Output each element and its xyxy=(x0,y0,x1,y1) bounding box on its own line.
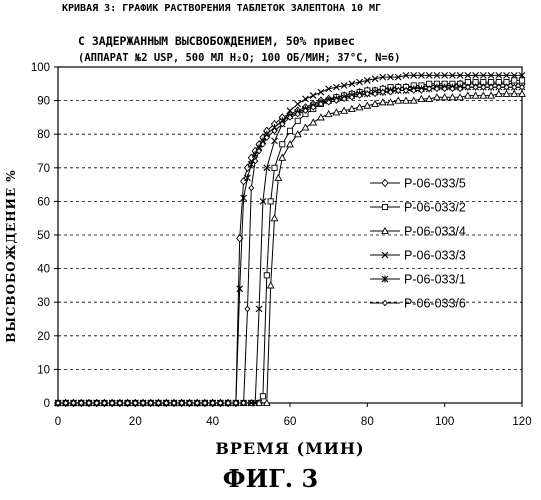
y-tick-label: 40 xyxy=(37,264,50,276)
y-tick-label: 80 xyxy=(37,129,50,141)
series-line xyxy=(58,87,522,403)
legend-item: P-06-033/2 xyxy=(370,201,466,215)
data-point xyxy=(302,96,308,102)
chart-legend: P-06-033/5 P-06-033/2 P-06-033/4 P-06-033/3… xyxy=(370,177,466,311)
data-point xyxy=(302,124,308,130)
data-point xyxy=(245,306,250,311)
data-point xyxy=(310,93,316,99)
data-point xyxy=(275,175,281,181)
data-point xyxy=(519,78,524,83)
series-4 xyxy=(55,72,525,406)
legend-item: P-06-033/5 xyxy=(370,177,466,191)
data-point xyxy=(241,178,247,185)
legend-marker xyxy=(383,300,388,305)
y-tick-label: 100 xyxy=(31,62,50,74)
data-point xyxy=(272,138,278,144)
data-point xyxy=(287,128,292,133)
x-tick-label: 60 xyxy=(284,416,297,428)
y-tick-label: 10 xyxy=(37,364,50,376)
data-point xyxy=(267,282,273,288)
y-tick-label: 90 xyxy=(37,96,50,108)
x-tick-label: 100 xyxy=(435,416,454,428)
series-line xyxy=(58,75,522,403)
legend-item: P-06-033/1 xyxy=(370,273,466,287)
x-tick-label: 80 xyxy=(361,416,374,428)
y-tick-label: 50 xyxy=(37,230,50,242)
legend-label: P-06-033/6 xyxy=(404,297,466,311)
x-axis-label: ВРЕМЯ (МИН) xyxy=(215,439,364,458)
data-point xyxy=(279,155,285,161)
legend-item: P-06-033/4 xyxy=(370,225,466,239)
data-point xyxy=(280,142,285,147)
legend-label: P-06-033/1 xyxy=(404,273,466,287)
legend-item: P-06-033/6 xyxy=(370,297,466,311)
y-axis-label: ВЫСВОБОЖДЕНИЕ % xyxy=(4,169,18,342)
data-point xyxy=(295,101,301,107)
data-point xyxy=(260,394,265,399)
x-tick-label: 0 xyxy=(55,416,61,428)
legend-marker xyxy=(382,180,388,187)
data-point xyxy=(271,215,277,221)
data-point xyxy=(512,78,517,83)
legend-label: P-06-033/2 xyxy=(404,201,466,215)
legend-marker xyxy=(382,204,387,209)
data-point xyxy=(244,174,250,181)
x-tick-label: 20 xyxy=(129,416,142,428)
legend-label: P-06-033/3 xyxy=(404,249,466,263)
data-point xyxy=(268,199,273,204)
data-point xyxy=(249,185,254,190)
data-point xyxy=(318,114,324,120)
y-tick-label: 70 xyxy=(37,163,50,175)
data-point xyxy=(264,273,269,278)
x-tick-label: 40 xyxy=(206,416,219,428)
data-point xyxy=(310,119,316,125)
data-point xyxy=(241,195,247,202)
data-point xyxy=(237,285,243,292)
legend-label: P-06-033/4 xyxy=(404,225,466,239)
data-point xyxy=(318,89,324,95)
y-tick-label: 60 xyxy=(37,196,50,208)
y-tick-label: 20 xyxy=(37,331,50,343)
series-line xyxy=(58,87,522,403)
figure-label: ФИГ. 3 xyxy=(0,464,541,493)
x-tick-label: 120 xyxy=(512,416,531,428)
legend-item: P-06-033/3 xyxy=(370,249,466,263)
series-2 xyxy=(55,78,524,406)
data-point xyxy=(295,118,300,123)
legend-label: P-06-033/5 xyxy=(404,177,466,191)
data-point xyxy=(272,165,277,170)
y-tick-label: 0 xyxy=(44,398,50,410)
plot-area xyxy=(55,72,525,406)
y-tick-label: 30 xyxy=(37,297,50,309)
